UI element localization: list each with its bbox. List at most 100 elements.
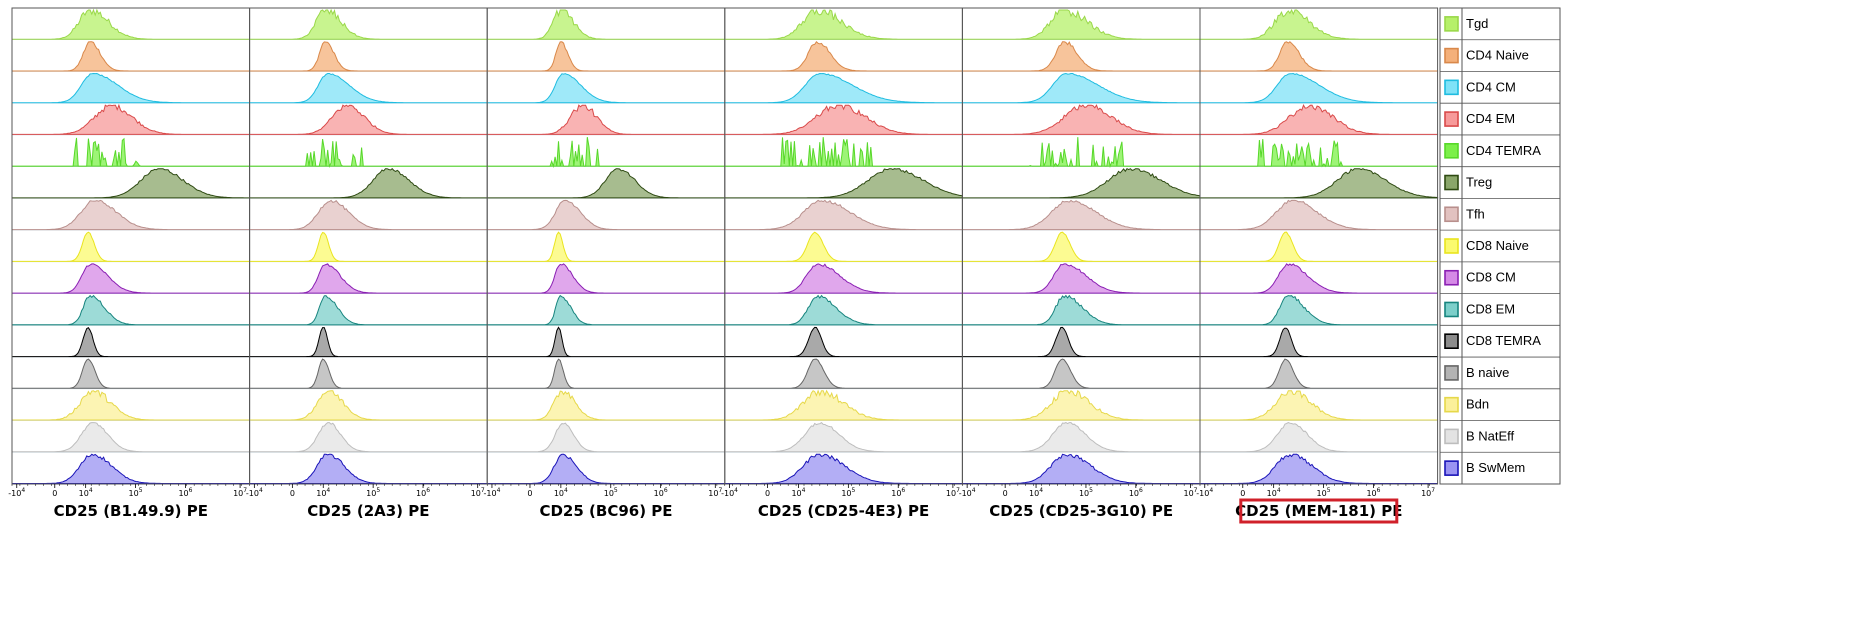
histogram-cd4-cm bbox=[487, 73, 725, 104]
legend-label: CD8 TEMRA bbox=[1466, 333, 1541, 348]
histogram-cd4-cm bbox=[249, 73, 488, 104]
x-tick-label: 107 bbox=[1183, 487, 1197, 498]
legend-swatch bbox=[1444, 143, 1459, 159]
histogram-tfh bbox=[11, 199, 251, 231]
panel-title: CD25 (BC96) PE bbox=[539, 502, 672, 520]
histogram-cd4-em bbox=[961, 104, 1201, 135]
histogram-cd8-em bbox=[11, 294, 251, 326]
x-tick-label: 104 bbox=[554, 487, 568, 498]
x-tick-label: 0 bbox=[765, 489, 770, 498]
histogram-bdn bbox=[961, 389, 1201, 421]
x-tick-label: 105 bbox=[604, 487, 618, 498]
x-tick-label: 107 bbox=[946, 487, 960, 498]
x-tick-label: 105 bbox=[366, 487, 380, 498]
legend-label: Tgd bbox=[1466, 16, 1488, 31]
histogram-b-nateff bbox=[724, 421, 963, 453]
legend-label: CD8 CM bbox=[1466, 270, 1516, 285]
histogram-cd4-naive bbox=[11, 41, 251, 72]
histogram-bdn bbox=[486, 390, 726, 421]
histogram-b-naive bbox=[249, 358, 488, 389]
histogram-tgd bbox=[486, 9, 726, 40]
histogram-cd8-cm bbox=[962, 263, 1200, 294]
histogram-cd4-em bbox=[724, 104, 963, 135]
panel-title: CD25 (MEM-181) PE bbox=[1235, 502, 1402, 520]
histogram-cd8-temra bbox=[1199, 327, 1439, 358]
legend-swatch bbox=[1444, 333, 1459, 350]
histogram-cd8-em bbox=[1199, 295, 1439, 326]
histogram-cd8-cm bbox=[724, 263, 963, 294]
histogram-cd8-em bbox=[486, 294, 726, 326]
legend-label: Treg bbox=[1466, 175, 1492, 190]
histogram-cd4-naive bbox=[249, 41, 488, 72]
legend-swatch bbox=[1444, 460, 1459, 476]
histogram-bdn bbox=[11, 390, 251, 421]
histogram-cd4-naive bbox=[724, 41, 963, 72]
histogram-cd8-naive bbox=[1199, 231, 1439, 262]
histogram-cd4-em bbox=[11, 103, 251, 135]
legend-swatch bbox=[1444, 111, 1459, 127]
histogram-b-nateff bbox=[249, 422, 488, 453]
x-tick-label: 106 bbox=[416, 487, 430, 498]
histogram-panel: -104 0 104 105 106 107 bbox=[8, 7, 251, 498]
panel-title: CD25 (2A3) PE bbox=[307, 502, 429, 520]
x-tick-label: 105 bbox=[841, 487, 855, 498]
histogram-treg bbox=[487, 168, 725, 199]
histogram-cd8-temra bbox=[961, 326, 1201, 358]
x-tick-label: 104 bbox=[1267, 487, 1281, 498]
histogram-tfh bbox=[961, 199, 1201, 231]
histogram-b-nateff bbox=[486, 422, 726, 453]
histogram-cd8-cm bbox=[487, 263, 725, 294]
histogram-bdn bbox=[249, 390, 488, 421]
legend-swatch bbox=[1444, 47, 1459, 64]
x-tick-label: 106 bbox=[178, 487, 192, 498]
legend-label: B NatEff bbox=[1466, 428, 1515, 443]
histogram-b-naive bbox=[487, 358, 725, 389]
legend-frame bbox=[1439, 7, 1561, 485]
x-tick-label: 106 bbox=[891, 487, 905, 498]
highlight-box bbox=[1239, 498, 1399, 524]
histogram-cd8-em bbox=[961, 294, 1201, 326]
histogram-panel: -104 0 104 105 106 107 bbox=[483, 7, 726, 498]
histogram-tgd bbox=[249, 8, 488, 40]
histogram-cd4-naive bbox=[961, 41, 1201, 72]
histogram-b-nateff bbox=[1199, 422, 1439, 453]
legend-swatch bbox=[1444, 79, 1459, 96]
histogram-treg bbox=[12, 168, 250, 199]
histogram-tgd bbox=[11, 8, 251, 40]
histogram-bdn bbox=[724, 389, 963, 421]
x-tick-label: 106 bbox=[1129, 487, 1143, 498]
legend-label: B naive bbox=[1466, 365, 1509, 380]
legend-swatch bbox=[1444, 174, 1459, 191]
legend-swatch bbox=[1444, 365, 1459, 381]
panel-title: CD25 (CD25-4E3) PE bbox=[758, 502, 929, 520]
x-tick-label: 107 bbox=[1421, 487, 1435, 498]
histogram-b-naive bbox=[962, 358, 1200, 389]
histogram-cd4-em bbox=[486, 104, 726, 135]
legend-label: CD8 EM bbox=[1466, 301, 1515, 316]
histogram-panel: -104 0 104 105 106 107 bbox=[959, 7, 1201, 498]
histogram-cd8-temra bbox=[249, 327, 488, 358]
histogram-b-naive bbox=[724, 358, 963, 389]
histogram-bdn bbox=[1199, 390, 1439, 421]
legend-label: CD4 TEMRA bbox=[1466, 143, 1541, 158]
legend-swatch bbox=[1444, 301, 1459, 318]
legend-label: CD8 Naive bbox=[1466, 238, 1529, 253]
histogram-cd8-cm bbox=[1200, 263, 1438, 294]
legend-label: B SwMem bbox=[1466, 460, 1525, 475]
histogram-treg bbox=[249, 168, 488, 199]
histogram-cd8-temra bbox=[11, 327, 251, 358]
legend-label: Tfh bbox=[1466, 206, 1485, 221]
histogram-tgd bbox=[961, 9, 1201, 40]
histogram-panel: -104 0 104 105 106 107 bbox=[1196, 7, 1439, 498]
histogram-cd8-naive bbox=[724, 231, 963, 262]
x-tick-label: 105 bbox=[129, 487, 143, 498]
x-tick-label: 107 bbox=[708, 487, 722, 498]
x-tick-label: 0 bbox=[52, 489, 57, 498]
histogram-cd4-temra bbox=[961, 137, 1201, 169]
legend-swatch bbox=[1444, 206, 1459, 223]
x-tick-label: 104 bbox=[316, 487, 330, 498]
histogram-b-naive bbox=[12, 358, 250, 389]
x-tick-label: 104 bbox=[791, 487, 805, 498]
histogram-cd4-temra bbox=[486, 137, 726, 169]
